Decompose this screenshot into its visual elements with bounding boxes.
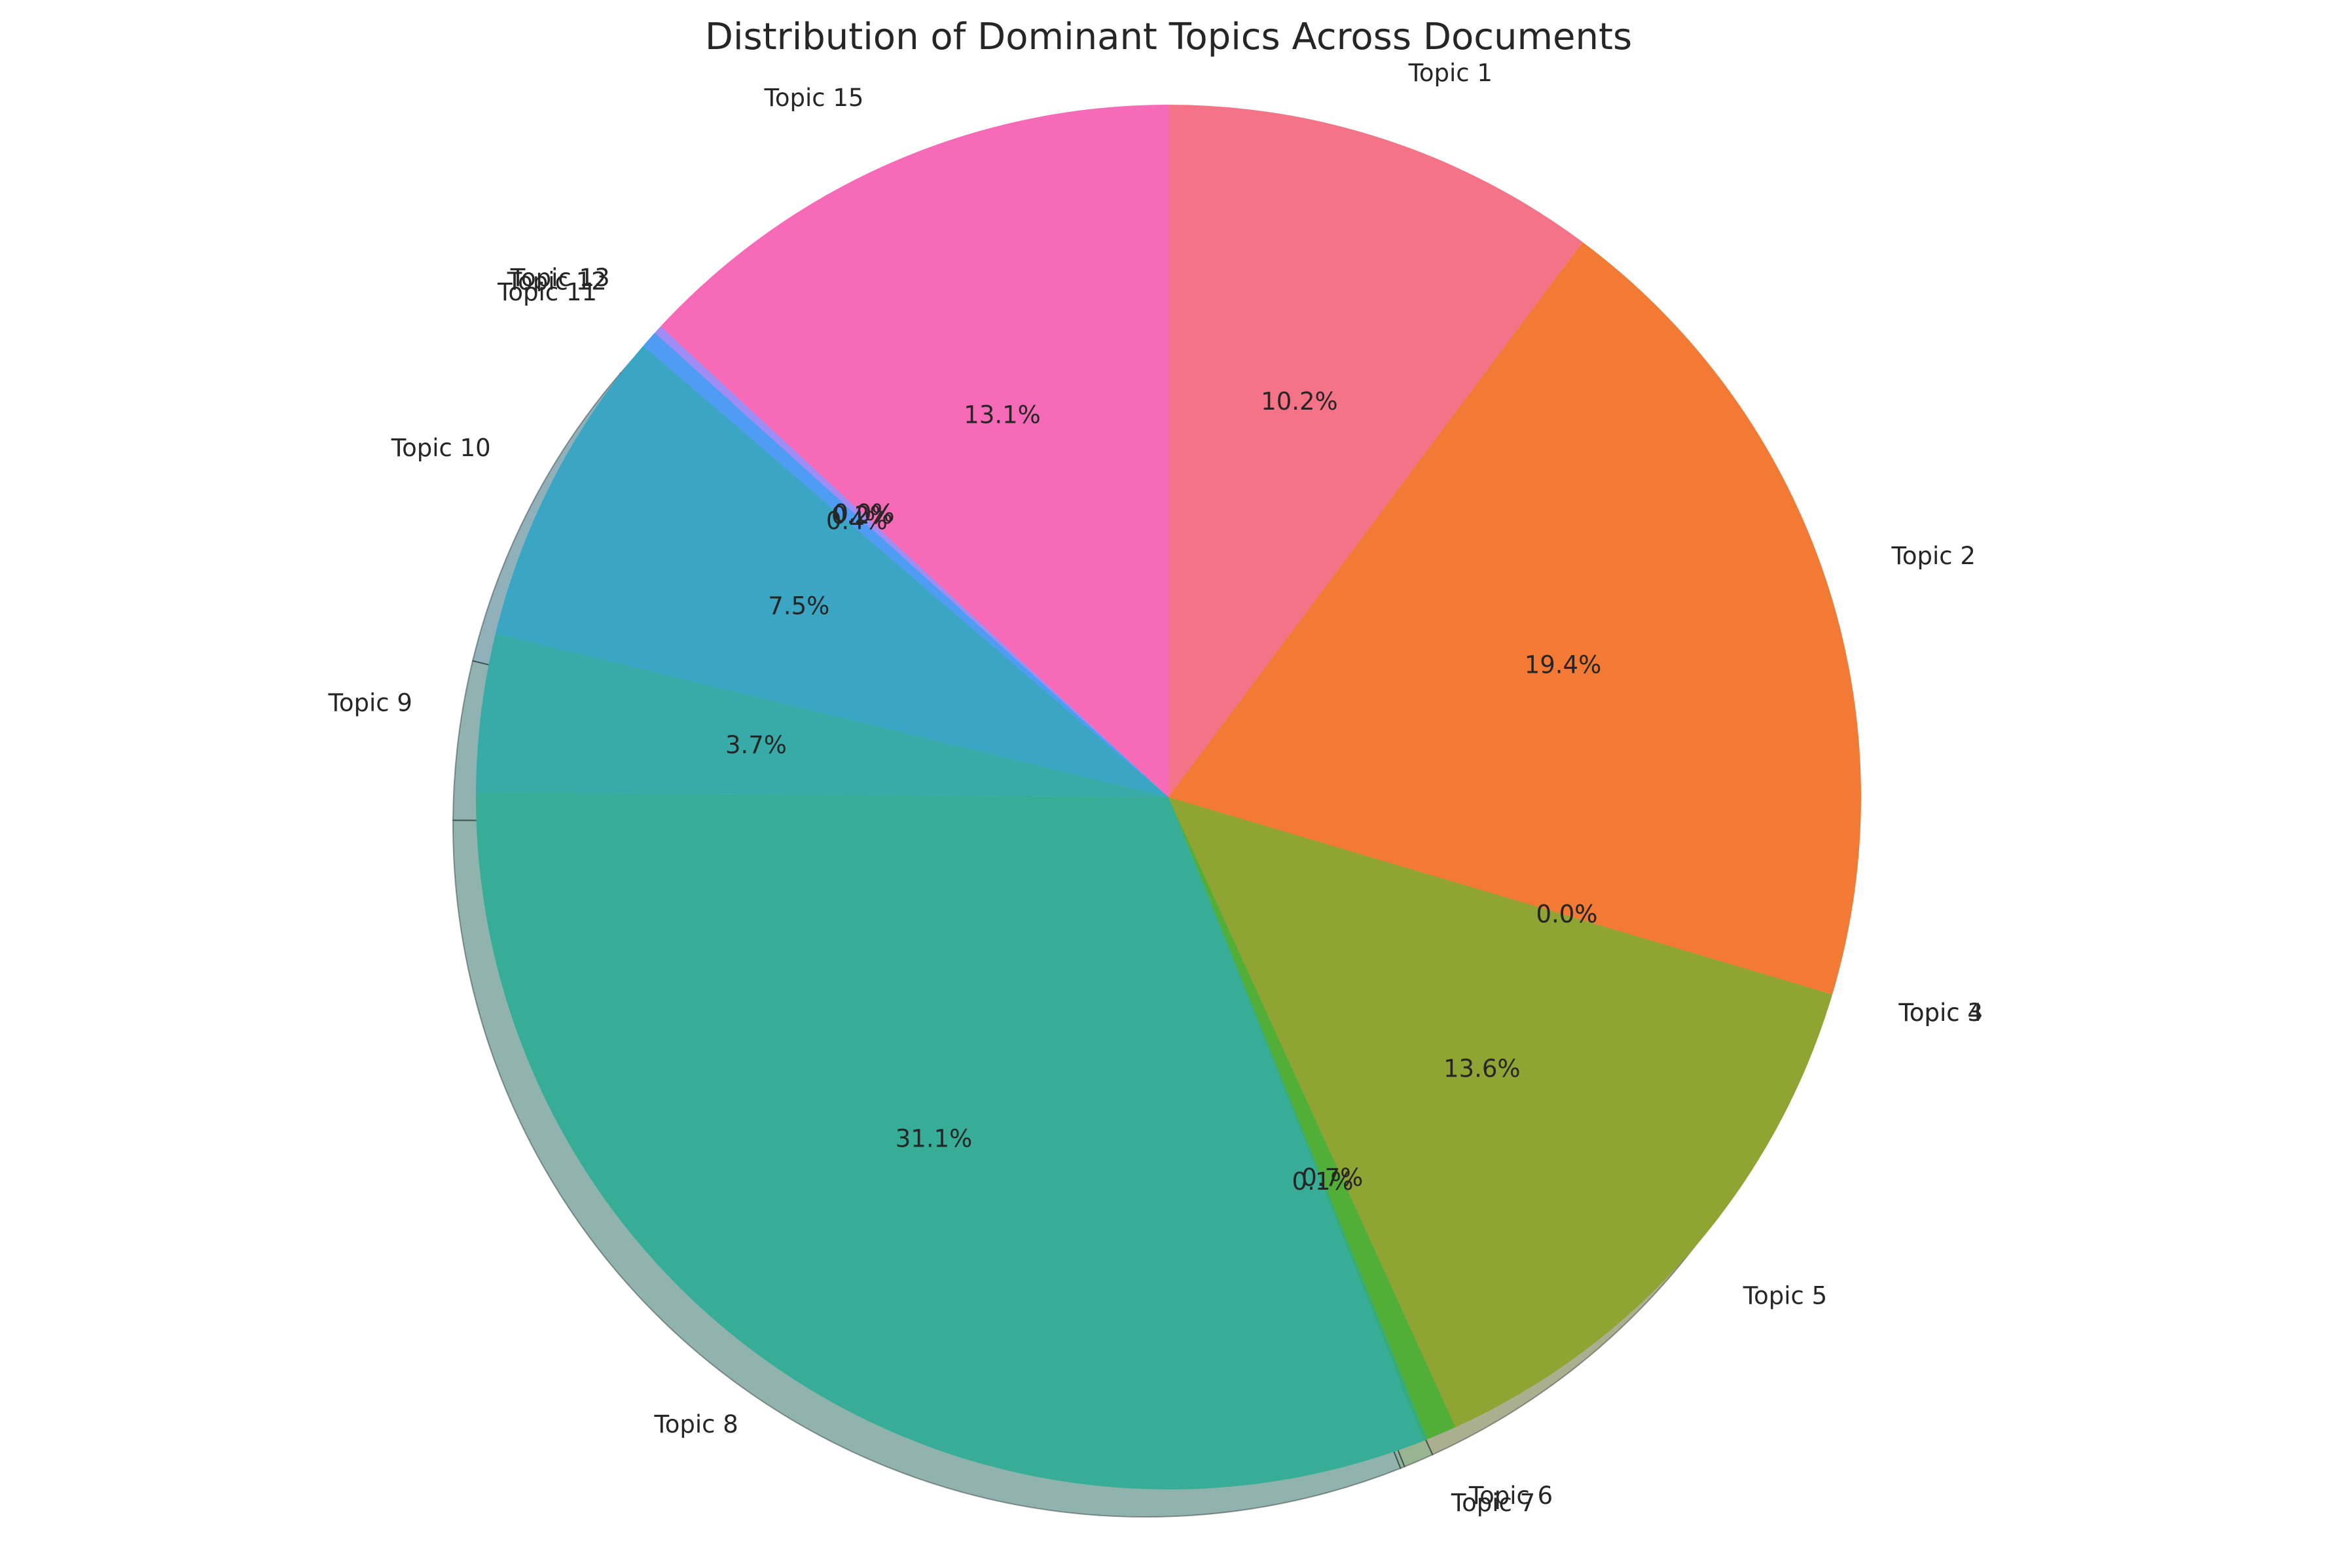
- slice-topic-15: [661, 105, 1168, 797]
- pct-topic-6: 0.7%: [1301, 1164, 1363, 1192]
- slice-topic-5: [1168, 797, 1833, 1427]
- slice-topic-11: [643, 332, 1168, 797]
- label-topic-9: Topic 9: [328, 688, 412, 717]
- pie-slices: [475, 105, 1861, 1490]
- label-topic-8: Topic 8: [653, 1410, 738, 1438]
- pct-topic-7: 0.1%: [1292, 1167, 1354, 1196]
- pct-topic-3: 0.0%: [1536, 900, 1597, 928]
- pct-topic-10: 7.5%: [768, 592, 829, 620]
- slice-topic-9: [476, 633, 1168, 797]
- slice-topic-8: [475, 793, 1424, 1490]
- pct-topic-9: 3.7%: [725, 731, 787, 759]
- percent-labels: 10.2% 19.4% 0.0% 0.0% 13.6% 0.7%0.1% 31.1% 3.7%…: [725, 387, 1601, 1196]
- slice-topic-2: [1168, 241, 1861, 995]
- label-topic-13: Topic 13: [510, 264, 610, 292]
- label-topic-7: Topic 7: [1451, 1489, 1535, 1517]
- slice-topic-12: [655, 326, 1168, 797]
- label-topic-11: Topic 11: [497, 278, 597, 306]
- pct-topic-8: 31.1%: [896, 1124, 973, 1152]
- label-topic-2: Topic 2: [1891, 542, 1976, 570]
- slice-topic-10: [496, 346, 1168, 797]
- pct-topic-13: 0.0%: [833, 499, 895, 527]
- pct-topic-12: 0.2%: [831, 501, 893, 529]
- label-topic-3: Topic 3: [1898, 999, 1983, 1027]
- pct-topic-15: 13.1%: [964, 401, 1041, 429]
- pct-topic-11: 0.4%: [826, 507, 888, 535]
- label-topic-10: Topic 10: [391, 434, 491, 462]
- label-topic-12: Topic 12: [507, 268, 607, 296]
- slice-topic-1: [1168, 105, 1583, 797]
- chart-title: Distribution of Dominant Topics Across D…: [705, 16, 1632, 58]
- label-topic-15: Topic 15: [764, 84, 864, 112]
- label-topic-4: Topic 4: [1898, 999, 1983, 1027]
- slice-topic-7: [1168, 797, 1428, 1441]
- label-topic-5: Topic 5: [1743, 1282, 1827, 1310]
- label-topic-6: Topic 6: [1468, 1482, 1553, 1510]
- pct-topic-4: 0.0%: [1536, 900, 1597, 928]
- pct-topic-5: 13.6%: [1443, 1054, 1521, 1082]
- pct-topic-2: 19.4%: [1525, 651, 1602, 679]
- label-topic-1: Topic 1: [1408, 59, 1493, 87]
- slice-topic-6: [1168, 797, 1456, 1440]
- pct-topic-1: 10.2%: [1261, 387, 1338, 416]
